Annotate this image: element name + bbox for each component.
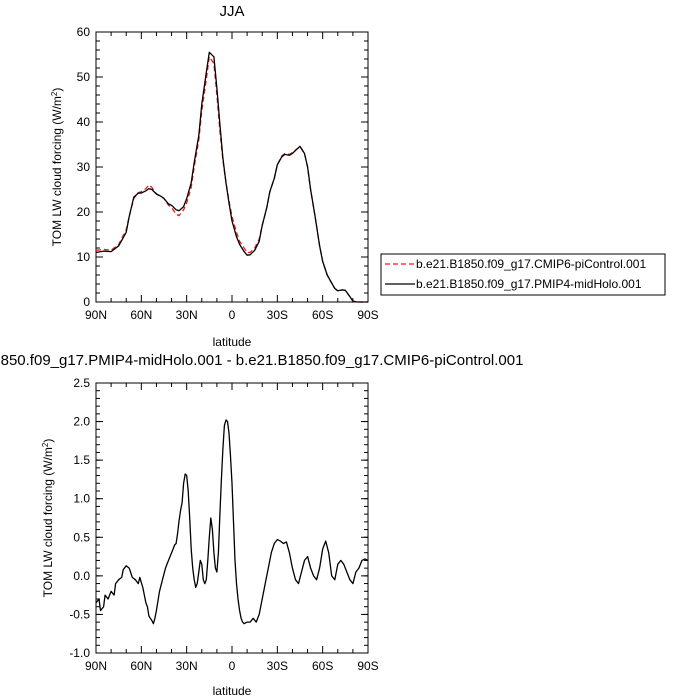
- y-tick-label: 20: [77, 205, 91, 219]
- legend-box: [380, 253, 666, 296]
- x-tick-label: 60S: [312, 659, 333, 673]
- x-tick-label: 0: [229, 308, 236, 322]
- y-tick-label: 0.0: [73, 569, 90, 583]
- x-tick-label: 0: [229, 659, 236, 673]
- top-y-axis-label: TOM LW cloud forcing (W/m2): [50, 88, 65, 247]
- x-tick-label: 30N: [176, 659, 198, 673]
- y-tick-label: 2.5: [73, 376, 90, 390]
- bottom-chart: b.e21.B1850.f09_g17.PMIP4-midHolo.001 - …: [0, 352, 523, 698]
- legend-label-picontrol: b.e21.B1850.f09_g17.CMIP6-piControl.001: [416, 257, 646, 271]
- y-tick-label: 30: [77, 160, 91, 174]
- y-tick-label: 0.5: [73, 530, 90, 544]
- y-tick-label: 1.0: [73, 492, 90, 506]
- y-tick-label: -1.0: [69, 646, 90, 660]
- x-tick-label: 60N: [130, 659, 152, 673]
- x-tick-label: 30S: [267, 659, 288, 673]
- x-tick-label: 90N: [85, 308, 107, 322]
- x-tick-label: 90S: [357, 308, 378, 322]
- y-tick-label: 60: [77, 25, 91, 39]
- top-chart-title: JJA: [219, 3, 244, 20]
- bottom-plot-frame: [95, 382, 369, 654]
- top-x-axis-label: latitude: [213, 335, 252, 349]
- y-tick-label: 0: [83, 295, 90, 309]
- bottom-chart-title: b.e21.B1850.f09_g17.PMIP4-midHolo.001 - …: [0, 352, 523, 369]
- series-line-picontrol: [95, 56, 368, 303]
- y-tick-label: 2.0: [73, 415, 90, 429]
- top-plot-frame: [95, 31, 369, 303]
- x-tick-label: 60N: [130, 308, 152, 322]
- x-tick-label: 90S: [357, 659, 378, 673]
- top-chart: JJA 90N 60N 30N 0 30S 60S 90S 0 10 20 30 40 50 60 lat…: [50, 3, 666, 349]
- bottom-x-axis-label: latitude: [213, 684, 252, 698]
- top-axis-ticks: 90N 60N 30N 0 30S 60S 90S 0 10 20 30 40 50 60: [77, 25, 379, 322]
- y-tick-label: -0.5: [69, 607, 90, 621]
- y-tick-label: 10: [77, 250, 91, 264]
- bottom-y-axis-label: TOM LW cloud forcing (W/m2): [41, 439, 56, 598]
- bottom-axis-ticks: 90N 60N 30N 0 30S 60S 90S -1.0 -0.5 0.0 0.5 1.0 1.5 2…: [69, 376, 378, 673]
- y-tick-label: 40: [77, 115, 91, 129]
- x-tick-label: 30S: [267, 308, 288, 322]
- legend-label-midholo: b.e21.B1850.f09_g17.PMIP4-midHolo.001: [416, 277, 642, 291]
- series-line-difference: [95, 419, 369, 625]
- x-tick-label: 60S: [312, 308, 333, 322]
- x-tick-label: 90N: [85, 659, 107, 673]
- y-tick-label: 50: [77, 70, 91, 84]
- legend: b.e21.B1850.f09_g17.CMIP6-piControl.001 …: [380, 253, 666, 296]
- series-line-midholo: [95, 51, 368, 303]
- y-tick-label: 1.5: [73, 453, 90, 467]
- x-tick-label: 30N: [176, 308, 198, 322]
